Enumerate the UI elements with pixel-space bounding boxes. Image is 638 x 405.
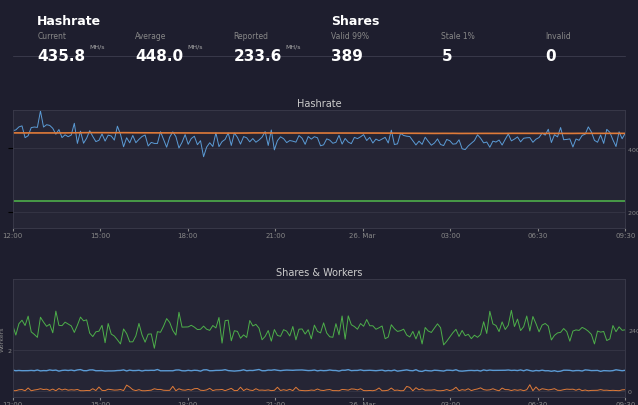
Text: Stale 1%: Stale 1%	[441, 32, 475, 41]
Current Hashrate	[9, 129, 17, 134]
Reported Hashrate	[9, 199, 17, 204]
Text: Valid 99%: Valid 99%	[331, 32, 369, 41]
Text: MH/s: MH/s	[188, 44, 203, 49]
Workers	[554, 369, 561, 374]
Reported Hashrate	[122, 199, 130, 204]
Valid Shares	[9, 323, 17, 328]
Workers	[34, 368, 41, 373]
Reported Hashrate	[46, 199, 54, 204]
Legend: Current Hashrate, Average Hashrate, Reported Hashrate: Current Hashrate, Average Hashrate, Repo…	[112, 282, 343, 293]
Stale Shares	[409, 388, 417, 393]
Average Hashrate	[95, 131, 103, 136]
Reported Hashrate	[172, 199, 180, 204]
Text: 233.6: 233.6	[234, 49, 281, 64]
Valid Shares	[151, 346, 158, 351]
Current Hashrate	[34, 126, 41, 130]
Text: Hashrate: Hashrate	[37, 15, 101, 28]
Average Hashrate	[126, 131, 133, 136]
Text: Shares: Shares	[331, 15, 380, 28]
Workers	[255, 367, 263, 372]
Stale Shares	[34, 387, 41, 392]
Current Hashrate	[36, 109, 44, 114]
Average Hashrate	[575, 132, 583, 136]
Average Hashrate	[557, 132, 565, 136]
Current Hashrate	[575, 139, 583, 143]
Valid Shares	[122, 331, 130, 336]
Workers	[46, 368, 54, 373]
Average Hashrate	[46, 131, 54, 136]
Line: Stale Shares: Stale Shares	[13, 385, 625, 391]
Text: 389: 389	[331, 49, 363, 64]
Text: 435.8: 435.8	[37, 49, 85, 64]
Text: Invalid: Invalid	[545, 32, 572, 41]
Line: Valid Shares: Valid Shares	[13, 311, 625, 348]
Text: 448.0: 448.0	[135, 49, 183, 64]
Stale Shares	[575, 387, 583, 392]
Valid Shares	[175, 310, 183, 315]
Stale Shares	[526, 382, 533, 387]
Text: MH/s: MH/s	[89, 44, 105, 49]
Stale Shares	[597, 387, 604, 392]
Average Hashrate	[9, 131, 17, 136]
Current Hashrate	[621, 131, 629, 136]
Line: Average Hashrate: Average Hashrate	[13, 133, 625, 134]
Text: 5: 5	[441, 49, 452, 64]
Workers	[9, 368, 17, 373]
Average Hashrate	[175, 131, 183, 136]
Text: 0: 0	[545, 49, 556, 64]
Valid Shares	[508, 308, 516, 313]
Current Hashrate	[49, 126, 57, 131]
Valid Shares	[46, 322, 54, 327]
Average Hashrate	[621, 132, 629, 136]
Y-axis label: Workers: Workers	[0, 326, 4, 351]
Workers	[597, 369, 604, 374]
Current Hashrate	[597, 133, 604, 138]
Current Hashrate	[200, 155, 207, 160]
Stale Shares	[9, 388, 17, 393]
Reported Hashrate	[621, 199, 629, 204]
Text: Average: Average	[135, 32, 167, 41]
Average Hashrate	[34, 131, 41, 136]
Title: Shares & Workers: Shares & Workers	[276, 267, 362, 277]
Current Hashrate	[126, 141, 133, 146]
Reported Hashrate	[569, 199, 577, 204]
Workers	[122, 369, 130, 373]
Text: Current: Current	[37, 32, 66, 41]
Text: Reported: Reported	[234, 32, 268, 41]
Stale Shares	[621, 387, 629, 392]
Workers	[172, 368, 180, 373]
Workers	[575, 368, 583, 373]
Valid Shares	[597, 330, 604, 335]
Title: Hashrate: Hashrate	[297, 98, 341, 109]
Line: Current Hashrate: Current Hashrate	[13, 112, 625, 157]
Stale Shares	[46, 388, 54, 393]
Text: MH/s: MH/s	[285, 44, 300, 49]
Workers	[621, 368, 629, 373]
Stale Shares	[172, 388, 180, 393]
Average Hashrate	[597, 132, 604, 136]
Valid Shares	[575, 328, 583, 333]
Stale Shares	[122, 383, 130, 388]
Reported Hashrate	[34, 199, 41, 204]
Current Hashrate	[175, 146, 183, 151]
Valid Shares	[34, 335, 41, 340]
Reported Hashrate	[591, 199, 598, 204]
Line: Workers: Workers	[13, 370, 625, 372]
Valid Shares	[621, 328, 629, 333]
